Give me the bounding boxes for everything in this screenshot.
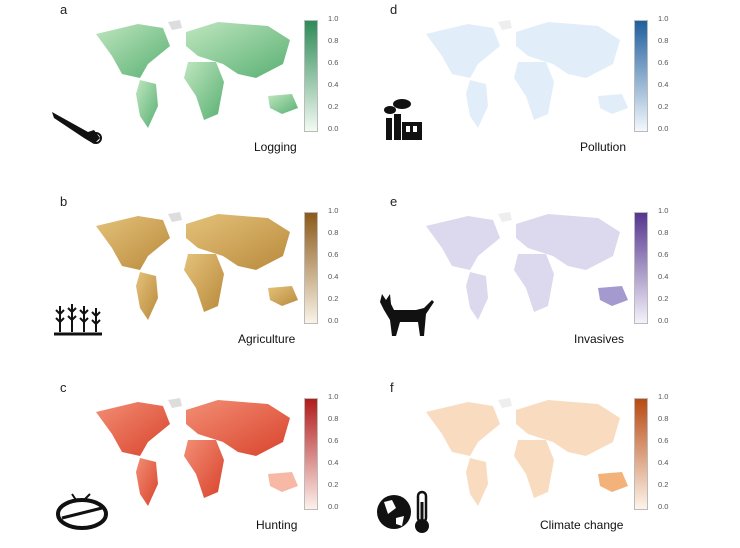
tick-label: 0.2 bbox=[658, 480, 669, 489]
tick-label: 0.0 bbox=[328, 124, 339, 133]
tick-label: 1.0 bbox=[328, 392, 339, 401]
driver-label: Pollution bbox=[580, 140, 627, 154]
tick-label: 1.0 bbox=[658, 14, 669, 23]
tick-label: 0.2 bbox=[328, 480, 339, 489]
panel-letter: b bbox=[60, 194, 68, 209]
panel-letter: e bbox=[390, 194, 398, 209]
world-map-climate-change bbox=[426, 398, 628, 506]
driver-label: Logging bbox=[254, 140, 297, 154]
tick-label: 0.8 bbox=[658, 414, 669, 423]
tick-label: 1.0 bbox=[658, 206, 669, 215]
panel-letter: c bbox=[60, 380, 67, 395]
factory-icon bbox=[384, 99, 422, 140]
world-map-hunting bbox=[96, 398, 298, 506]
tick-label: 0.8 bbox=[658, 36, 669, 45]
tick-label: 0.8 bbox=[328, 228, 339, 237]
tick-label: 0.4 bbox=[328, 458, 339, 467]
tick-label: 0.6 bbox=[658, 250, 669, 259]
colorbar-ticks: 1.0 0.8 0.6 0.4 0.2 0.0 bbox=[658, 14, 698, 136]
globe-thermometer-icon bbox=[377, 490, 429, 533]
colorbar-agriculture bbox=[304, 212, 318, 324]
chainsaw-icon bbox=[52, 112, 102, 144]
panel-letter: f bbox=[390, 380, 394, 395]
tick-label: 0.8 bbox=[328, 414, 339, 423]
colorbar-ticks: 1.0 0.8 0.6 0.4 0.2 0.0 bbox=[658, 206, 698, 328]
tick-label: 0.0 bbox=[328, 316, 339, 325]
driver-label: Climate change bbox=[540, 518, 624, 532]
driver-label: Agriculture bbox=[238, 332, 296, 346]
panel-c-hunting: c 1.0 0.8 0.6 0.4 0.2 0.0 Hunting bbox=[56, 380, 390, 548]
tick-label: 0.0 bbox=[658, 124, 669, 133]
tick-label: 0.2 bbox=[328, 102, 339, 111]
tick-label: 0.6 bbox=[328, 436, 339, 445]
world-map-agriculture bbox=[96, 212, 298, 320]
tick-label: 0.4 bbox=[328, 80, 339, 89]
driver-label: Invasives bbox=[574, 332, 625, 346]
panel-a-logging: a 1.0 0.8 0.6 0.4 0.2 0.0 Logging bbox=[52, 2, 390, 170]
colorbar-ticks: 1.0 0.8 0.6 0.4 0.2 0.0 bbox=[328, 206, 368, 328]
tick-label: 0.0 bbox=[328, 502, 339, 511]
world-map-invasives bbox=[426, 212, 628, 320]
panel-e-invasives: e 1.0 0.8 0.6 0.4 0.2 0.0 Invasives bbox=[380, 194, 720, 362]
colorbar-ticks: 1.0 0.8 0.6 0.4 0.2 0.0 bbox=[328, 14, 368, 136]
panel-letter: a bbox=[60, 2, 68, 17]
colorbar-logging bbox=[304, 20, 318, 132]
crops-icon bbox=[54, 304, 102, 336]
colorbar-hunting bbox=[304, 398, 318, 510]
tick-label: 1.0 bbox=[658, 392, 669, 401]
colorbar-ticks: 1.0 0.8 0.6 0.4 0.2 0.0 bbox=[658, 392, 698, 514]
tick-label: 0.8 bbox=[328, 36, 339, 45]
tick-label: 1.0 bbox=[328, 14, 339, 23]
tick-label: 0.6 bbox=[658, 436, 669, 445]
tick-label: 0.0 bbox=[658, 502, 669, 511]
tick-label: 0.2 bbox=[328, 294, 339, 303]
panel-b-agriculture: b 1.0 0.8 0.6 0.4 0.2 0.0 Agriculture bbox=[54, 194, 390, 362]
cat-icon bbox=[380, 294, 434, 336]
snare-trap-icon bbox=[56, 493, 108, 530]
tick-label: 0.2 bbox=[658, 102, 669, 111]
tick-label: 0.4 bbox=[328, 272, 339, 281]
world-map-logging bbox=[96, 20, 298, 128]
tick-label: 0.0 bbox=[658, 316, 669, 325]
driver-label: Hunting bbox=[256, 518, 298, 532]
tick-label: 0.6 bbox=[658, 58, 669, 67]
world-map-pollution bbox=[426, 20, 628, 128]
panel-f-climate-change: f 1.0 0.8 0.6 0.4 0.2 0.0 Climate change bbox=[377, 380, 720, 548]
tick-label: 0.6 bbox=[328, 250, 339, 259]
panel-letter: d bbox=[390, 2, 398, 17]
colorbar-pollution bbox=[634, 20, 648, 132]
colorbar-ticks: 1.0 0.8 0.6 0.4 0.2 0.0 bbox=[328, 392, 368, 514]
tick-label: 0.4 bbox=[658, 458, 669, 467]
tick-label: 0.8 bbox=[658, 228, 669, 237]
tick-label: 0.4 bbox=[658, 272, 669, 281]
tick-label: 0.4 bbox=[658, 80, 669, 89]
colorbar-climate-change bbox=[634, 398, 648, 510]
tick-label: 0.2 bbox=[658, 294, 669, 303]
tick-label: 0.6 bbox=[328, 58, 339, 67]
colorbar-invasives bbox=[634, 212, 648, 324]
panel-d-pollution: d 1.0 0.8 0.6 0.4 0.2 0.0 Pollution bbox=[384, 2, 720, 170]
tick-label: 1.0 bbox=[328, 206, 339, 215]
